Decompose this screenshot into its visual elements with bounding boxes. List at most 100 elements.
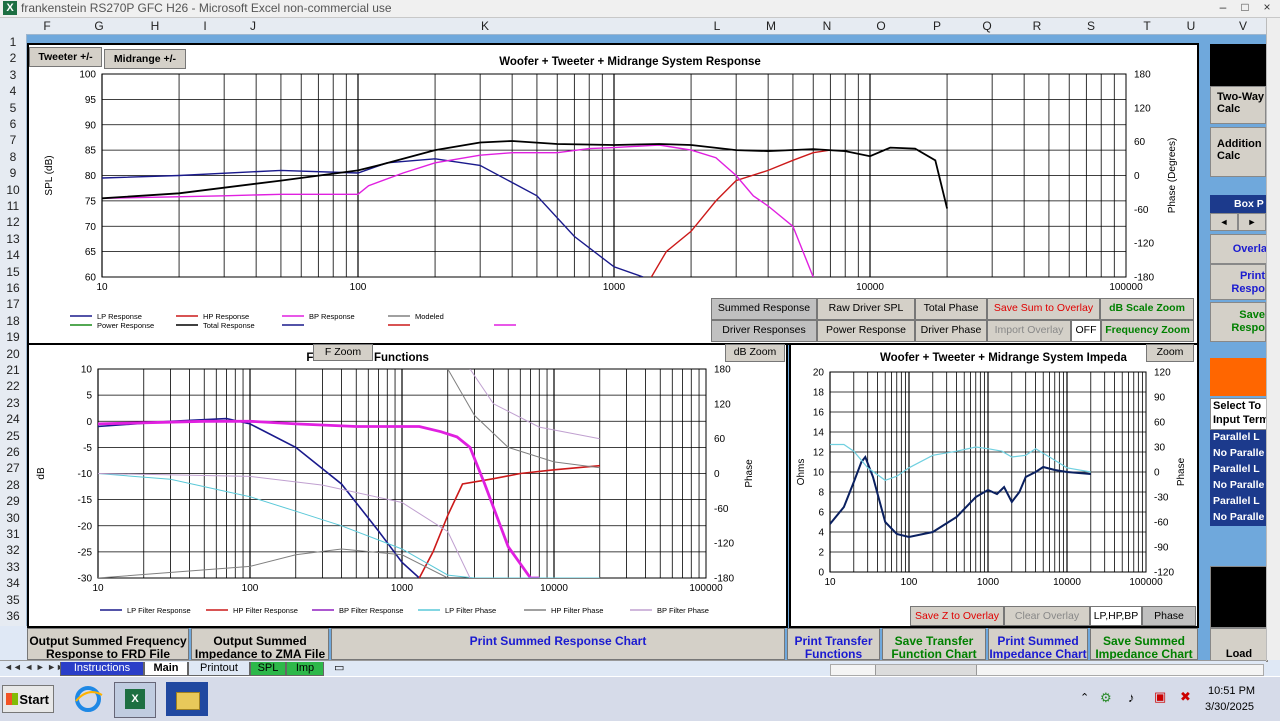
- row-header[interactable]: 5: [9, 100, 17, 115]
- row-header[interactable]: 8: [9, 149, 17, 164]
- row-header[interactable]: 14: [6, 248, 20, 263]
- minimize-button[interactable]: –: [1219, 0, 1227, 14]
- load-button[interactable]: Load: [1210, 628, 1268, 662]
- clock-date[interactable]: 3/30/2025: [1205, 701, 1254, 713]
- col-header[interactable]: F: [43, 19, 51, 33]
- print-transfer-functions-button[interactable]: Print Transfer Functions: [787, 628, 880, 660]
- phase-button[interactable]: Phase: [1142, 606, 1196, 626]
- row-header[interactable]: 7: [9, 133, 17, 148]
- row-header[interactable]: 33: [6, 559, 20, 574]
- row-header[interactable]: 32: [6, 543, 20, 558]
- overlay-off-toggle[interactable]: OFF: [1071, 320, 1101, 342]
- row-header[interactable]: 1: [9, 35, 17, 49]
- excel-taskbar-icon[interactable]: X: [114, 682, 156, 718]
- driver-responses-button[interactable]: Driver Responses: [711, 320, 817, 342]
- col-header[interactable]: K: [480, 19, 489, 33]
- row-header[interactable]: 28: [6, 477, 20, 492]
- tab-imp[interactable]: Imp: [286, 662, 324, 676]
- overlay-button[interactable]: Overla: [1210, 234, 1268, 264]
- driver-phase-button[interactable]: Driver Phase: [915, 320, 987, 342]
- tray-expand-icon[interactable]: ⌃: [1080, 692, 1090, 704]
- parallel-value-1[interactable]: No Paralle: [1210, 446, 1266, 462]
- col-header[interactable]: U: [1186, 19, 1196, 33]
- row-header[interactable]: 4: [9, 84, 17, 99]
- volume-icon[interactable]: ♪: [1128, 690, 1135, 705]
- vertical-scrollbar[interactable]: [1266, 18, 1280, 660]
- row-header[interactable]: 9: [9, 166, 17, 181]
- row-header[interactable]: 26: [6, 445, 20, 459]
- total-phase-button[interactable]: Total Phase: [915, 298, 987, 320]
- box-next-arrow[interactable]: ►: [1238, 213, 1266, 231]
- tab-spl[interactable]: SPL: [250, 662, 286, 676]
- internet-explorer-icon[interactable]: [70, 683, 106, 715]
- row-header[interactable]: 2: [9, 51, 17, 66]
- save-sum-overlay-button[interactable]: Save Sum to Overlay: [987, 298, 1100, 320]
- box-prev-arrow[interactable]: ◄: [1210, 213, 1238, 231]
- save-transfer-function-button[interactable]: Save Transfer Function Chart: [882, 628, 986, 660]
- col-header[interactable]: Q: [982, 19, 992, 33]
- save-z-overlay-button[interactable]: Save Z to Overlay: [910, 606, 1004, 626]
- col-header[interactable]: R: [1032, 19, 1042, 33]
- power-response-button[interactable]: Power Response: [817, 320, 915, 342]
- raw-driver-spl-button[interactable]: Raw Driver SPL: [817, 298, 915, 320]
- row-header[interactable]: 36: [6, 609, 20, 623]
- parallel-value-2[interactable]: No Paralle: [1210, 478, 1266, 494]
- parallel-value-3[interactable]: No Paralle: [1210, 510, 1266, 526]
- row-header[interactable]: 11: [6, 199, 20, 213]
- row-header[interactable]: 21: [6, 363, 20, 377]
- print-summed-impedance-button[interactable]: Print Summed Impedance Chart: [988, 628, 1088, 660]
- row-header[interactable]: 16: [6, 281, 20, 295]
- addition-calc-button[interactable]: Addition Calc: [1210, 127, 1266, 177]
- row-header[interactable]: 22: [6, 379, 20, 394]
- row-header[interactable]: 29: [6, 494, 20, 509]
- explorer-taskbar-icon[interactable]: [166, 682, 208, 716]
- filter-db-zoom-button[interactable]: dB Zoom: [725, 344, 785, 362]
- row-header[interactable]: 12: [6, 215, 20, 230]
- network-icon[interactable]: ⚙: [1100, 690, 1112, 705]
- f-zoom-button[interactable]: F Zoom: [313, 344, 373, 361]
- row-header[interactable]: 34: [6, 576, 20, 591]
- row-header[interactable]: 35: [6, 592, 20, 607]
- row-header[interactable]: 25: [6, 428, 20, 443]
- print-summed-response-button[interactable]: Print Summed Response Chart: [331, 628, 785, 660]
- col-header[interactable]: S: [1086, 19, 1095, 33]
- row-header[interactable]: 23: [6, 395, 20, 410]
- col-header[interactable]: P: [932, 19, 941, 33]
- col-header[interactable]: G: [94, 19, 104, 33]
- import-overlay-button[interactable]: Import Overlay: [987, 320, 1071, 342]
- summed-response-button[interactable]: Summed Response: [711, 298, 817, 320]
- maximize-button[interactable]: □: [1241, 0, 1249, 14]
- two-way-calc-button[interactable]: Two-Way Calc: [1210, 86, 1266, 124]
- save-response-button[interactable]: Save Respo: [1210, 302, 1266, 342]
- frequency-zoom-button[interactable]: Frequency Zoom: [1101, 320, 1194, 342]
- tab-nav-arrows-icon[interactable]: ◄◄ ◄ ► ►►: [4, 662, 65, 672]
- output-zma-button[interactable]: Output Summed Impedance to ZMA File: [191, 628, 329, 660]
- row-header[interactable]: 19: [6, 330, 20, 345]
- row-header[interactable]: 10: [6, 182, 20, 197]
- tab-main[interactable]: Main: [144, 662, 188, 676]
- battery-icon[interactable]: ▣: [1154, 689, 1167, 704]
- col-header[interactable]: O: [876, 19, 886, 33]
- tab-printout[interactable]: Printout: [188, 662, 250, 676]
- clock-time[interactable]: 10:51 PM: [1208, 685, 1256, 697]
- row-header[interactable]: 24: [6, 412, 20, 427]
- tab-instructions[interactable]: Instructions: [60, 662, 144, 676]
- col-header[interactable]: I: [203, 19, 207, 33]
- row-header[interactable]: 17: [6, 297, 20, 312]
- output-frd-button[interactable]: Output Summed Frequency Response to FRD …: [27, 628, 189, 660]
- save-summed-impedance-button[interactable]: Save Summed Impedance Chart: [1090, 628, 1198, 660]
- row-header[interactable]: 30: [6, 510, 20, 525]
- row-header[interactable]: 15: [6, 264, 20, 279]
- row-header[interactable]: 31: [6, 527, 20, 541]
- midrange-polarity-button[interactable]: Midrange +/-: [104, 49, 186, 69]
- tweeter-polarity-button[interactable]: Tweeter +/-: [29, 47, 102, 67]
- row-header[interactable]: 18: [6, 313, 20, 328]
- row-header[interactable]: 27: [6, 461, 20, 476]
- row-header[interactable]: 13: [6, 231, 20, 246]
- flag-icon[interactable]: ✖: [1180, 689, 1191, 704]
- col-header[interactable]: V: [1238, 19, 1247, 33]
- col-header[interactable]: M: [766, 19, 776, 33]
- row-header[interactable]: 20: [6, 346, 20, 361]
- insert-sheet-icon[interactable]: ▭: [334, 662, 345, 674]
- impedance-zoom-button[interactable]: Zoom: [1146, 344, 1194, 362]
